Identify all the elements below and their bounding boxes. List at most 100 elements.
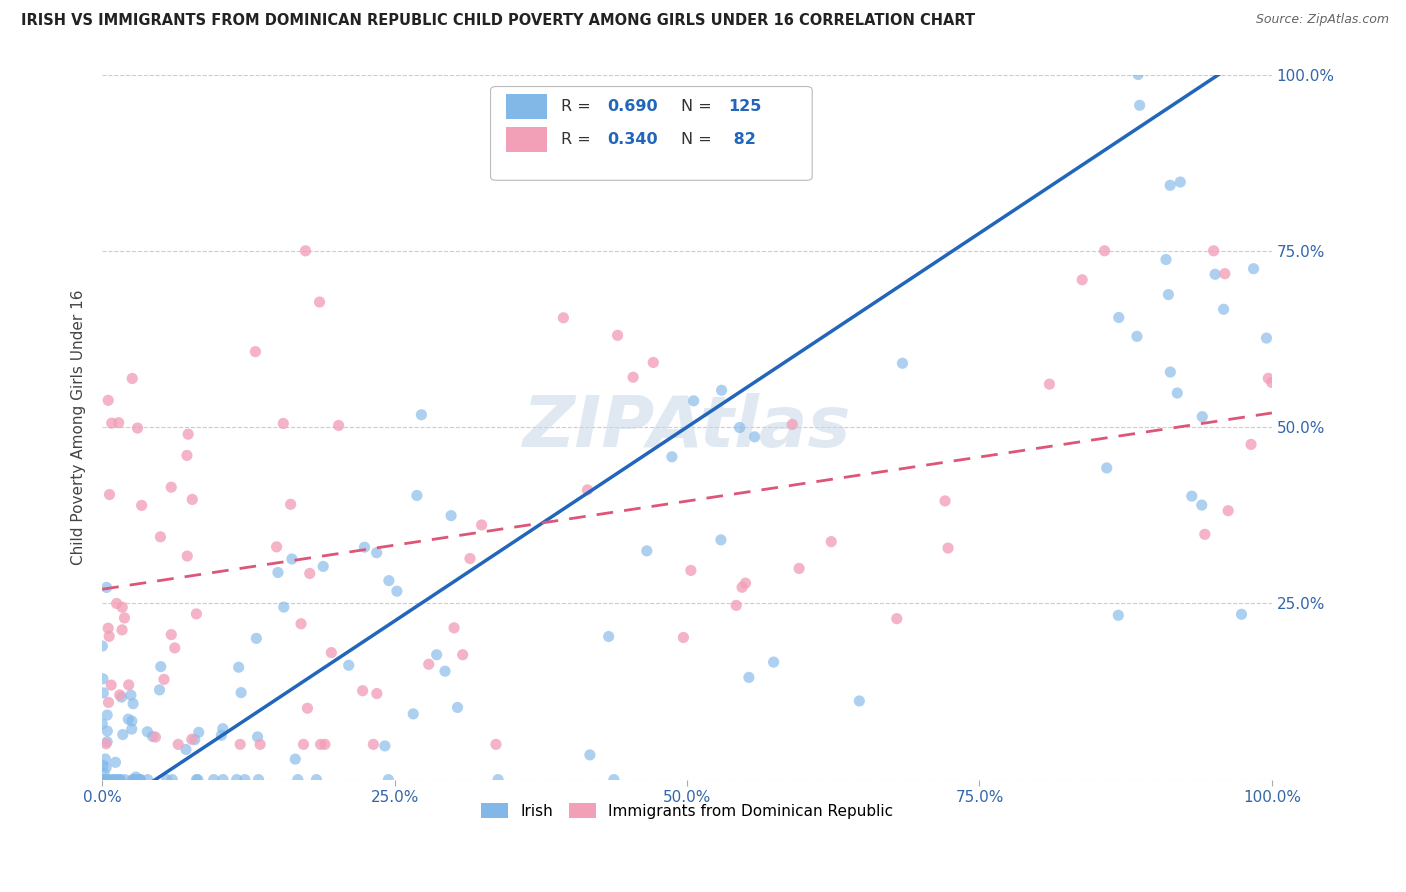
Point (280, 497, 302, 511)
Point (114, 772, 136, 787)
Point (485, 737, 508, 751)
Point (411, 408, 433, 422)
Point (110, 772, 132, 787)
Point (105, 597, 128, 611)
Point (321, 646, 343, 660)
Point (553, 310, 575, 325)
Point (107, 416, 129, 430)
Point (1240, 437, 1263, 451)
Point (229, 737, 252, 751)
Point (294, 244, 316, 258)
Point (661, 450, 683, 464)
Point (96, 760, 118, 774)
Point (378, 574, 401, 588)
Point (891, 356, 914, 370)
Point (108, 688, 131, 702)
Point (225, 772, 247, 787)
Point (107, 772, 129, 787)
Point (312, 559, 335, 574)
Point (471, 518, 494, 533)
Point (111, 727, 134, 741)
Point (458, 551, 481, 566)
Point (292, 737, 315, 751)
Point (1194, 527, 1216, 541)
Text: ZIPAtlas: ZIPAtlas (523, 392, 851, 461)
Point (124, 772, 146, 787)
Point (820, 534, 842, 549)
Point (131, 499, 153, 513)
Point (603, 772, 626, 787)
Point (98, 772, 121, 787)
Point (576, 483, 599, 497)
Point (621, 370, 644, 384)
Point (744, 430, 766, 444)
Point (679, 563, 702, 577)
Point (308, 295, 330, 310)
Point (91, 772, 114, 787)
Point (127, 421, 149, 435)
Point (108, 772, 131, 787)
Point (98, 487, 121, 501)
Point (124, 772, 146, 787)
Point (579, 747, 602, 762)
Point (174, 742, 197, 756)
Point (284, 752, 307, 766)
Text: 0.340: 0.340 (607, 132, 658, 147)
Point (187, 772, 209, 787)
Point (1168, 175, 1191, 189)
Point (406, 488, 429, 502)
Point (848, 694, 870, 708)
Point (366, 687, 388, 701)
Point (267, 566, 290, 580)
Point (443, 621, 465, 635)
Point (125, 770, 148, 784)
Point (121, 714, 143, 728)
Point (636, 544, 658, 558)
Point (149, 659, 172, 673)
Point (104, 772, 127, 787)
Point (606, 328, 628, 343)
Point (91, 639, 114, 653)
Point (1126, 68, 1149, 82)
Point (710, 533, 733, 547)
Point (176, 449, 198, 463)
Point (366, 546, 388, 560)
Point (153, 673, 176, 687)
Point (1181, 489, 1204, 503)
Point (402, 706, 425, 721)
Point (1204, 267, 1226, 281)
Point (440, 508, 463, 523)
Point (353, 540, 375, 554)
Point (1095, 461, 1118, 475)
Point (118, 678, 141, 692)
Point (91, 772, 114, 787)
Point (211, 722, 233, 736)
Point (91, 716, 114, 731)
Point (122, 697, 145, 711)
Point (305, 772, 328, 787)
Point (94, 752, 117, 766)
Point (229, 685, 252, 699)
Text: 0.690: 0.690 (607, 99, 658, 114)
Text: 125: 125 (728, 99, 762, 114)
Text: 82: 82 (728, 132, 756, 147)
Point (114, 611, 136, 625)
Point (1257, 371, 1279, 385)
Point (122, 772, 145, 787)
Point (418, 657, 440, 672)
Point (936, 541, 959, 555)
Point (93, 772, 115, 787)
Y-axis label: Child Poverty Among Girls Under 16: Child Poverty Among Girls Under 16 (72, 289, 86, 565)
FancyBboxPatch shape (491, 87, 813, 180)
Point (91, 672, 114, 686)
Point (149, 530, 172, 544)
Point (374, 739, 396, 753)
Point (598, 630, 620, 644)
Point (245, 344, 267, 359)
Point (91, 772, 114, 787)
Point (725, 599, 748, 613)
Point (247, 772, 270, 787)
Point (186, 607, 208, 621)
Point (298, 566, 321, 581)
Bar (506, 128, 547, 152)
